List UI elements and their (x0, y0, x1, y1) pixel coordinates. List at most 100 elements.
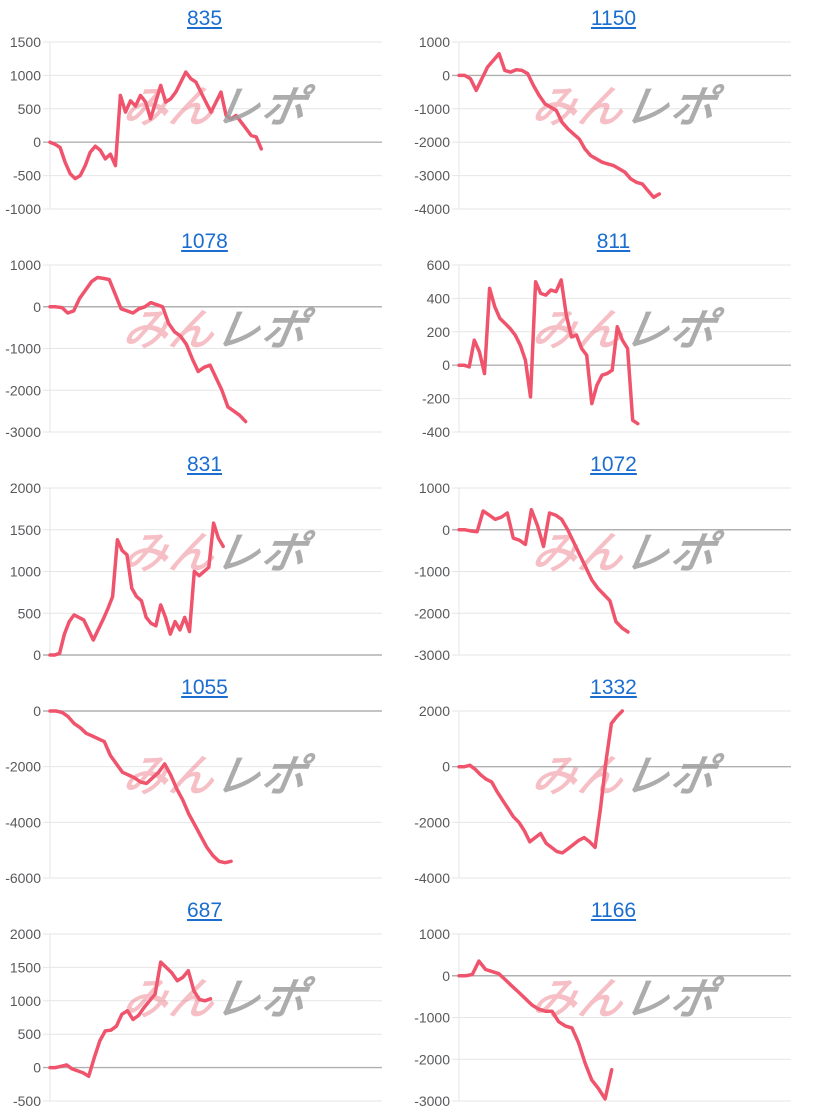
chart-title-row: 1078 (0, 230, 409, 254)
y-axis-label: -2000 (5, 382, 41, 398)
y-axis-label: 500 (18, 605, 42, 621)
chart-cell-1166: 1166 1000 0 -1000 -2000 -3000 みんレポ (409, 892, 818, 1115)
line-chart-svg: 1500 1000 500 0 -500 -1000 (5, 34, 382, 217)
machine-number-link[interactable]: 1166 (590, 899, 637, 922)
line-chart-svg: 600 400 200 0 -200 -400 (422, 257, 791, 440)
y-axis-label: 2000 (10, 480, 41, 496)
y-axis-label: 0 (442, 759, 450, 775)
line-chart-svg: 1000 0 -1000 -2000 -3000 -4000 (414, 34, 791, 217)
y-axis-label: -2000 (414, 1051, 450, 1067)
y-axis-label: 0 (442, 968, 450, 984)
machine-number-link[interactable]: 1055 (181, 676, 228, 699)
y-axis-label: 400 (427, 290, 451, 306)
y-axis-label: 0 (33, 647, 41, 663)
series-line (48, 70, 264, 181)
chart-title-row: 1150 (409, 7, 818, 31)
y-axis-label: -2000 (414, 605, 450, 621)
y-axis-label: 1500 (10, 522, 41, 538)
line-chart-svg: 2000 1500 1000 500 0 (10, 480, 382, 663)
y-axis-label: 1500 (10, 34, 41, 50)
line-chart-svg: 2000 0 -2000 -4000 (414, 703, 791, 886)
y-axis-label: 1000 (10, 993, 41, 1009)
y-axis-label: 0 (442, 357, 450, 373)
y-axis-label: 2000 (419, 703, 450, 719)
machine-number-link[interactable]: 1078 (181, 230, 228, 253)
y-axis-label: -3000 (414, 1093, 450, 1109)
y-axis-label: -3000 (5, 424, 41, 440)
y-axis-label: -2000 (5, 759, 41, 775)
chart-title-row: 1332 (409, 676, 818, 700)
chart-title-row: 1055 (0, 676, 409, 700)
y-axis-label: 1000 (419, 926, 450, 942)
chart-title-row: 811 (409, 230, 818, 254)
line-chart-svg: 1000 0 -1000 -2000 -3000 (414, 926, 791, 1109)
series-line (457, 959, 614, 1101)
chart-cell-687: 687 2000 1500 1000 500 0 -500 みんレポ (0, 892, 409, 1115)
y-axis-label: -4000 (414, 201, 450, 217)
y-axis-label: 1500 (10, 959, 41, 975)
y-axis-label: -1000 (414, 101, 450, 117)
chart-title-row: 687 (0, 899, 409, 923)
y-axis-label: -2000 (414, 814, 450, 830)
y-axis-label: -4000 (414, 870, 450, 886)
series-line (457, 507, 630, 634)
y-axis-label: -3000 (414, 168, 450, 184)
chart-title-row: 1072 (409, 453, 818, 477)
machine-number-link[interactable]: 687 (186, 899, 223, 922)
chart-title-row: 1166 (409, 899, 818, 923)
series-line (457, 709, 625, 855)
y-axis-label: 0 (33, 703, 41, 719)
chart-cell-1072: 1072 1000 0 -1000 -2000 -3000 みんレポ (409, 446, 818, 669)
chart-title-row: 835 (0, 7, 409, 31)
line-chart-svg: 0 -2000 -4000 -6000 (5, 703, 382, 886)
y-axis-label: -2000 (414, 134, 450, 150)
chart-cell-1332: 1332 2000 0 -2000 -4000 みんレポ (409, 669, 818, 892)
chart-cell-831: 831 2000 1500 1000 500 0 みんレポ (0, 446, 409, 669)
y-axis-label: -3000 (414, 647, 450, 663)
chart-cell-811: 811 600 400 200 0 -200 -400 みんレポ (409, 223, 818, 446)
y-axis-label: 1000 (10, 564, 41, 580)
series-line (48, 521, 225, 657)
chart-cell-1055: 1055 0 -2000 -4000 -6000 みんレポ (0, 669, 409, 892)
machine-number-link[interactable]: 835 (186, 7, 223, 30)
y-axis-label: 0 (33, 134, 41, 150)
series-line (48, 960, 213, 1079)
chart-cell-835: 835 1500 1000 500 0 -500 -1000 みんレポ (0, 0, 409, 223)
y-axis-label: 200 (427, 324, 451, 340)
y-axis-label: -500 (13, 168, 41, 184)
y-axis-label: 1000 (10, 257, 41, 273)
y-axis-label: -400 (422, 424, 450, 440)
y-axis-label: 0 (442, 522, 450, 538)
line-chart-svg: 2000 1500 1000 500 0 -500 (10, 926, 382, 1109)
machine-number-link[interactable]: 811 (596, 230, 631, 253)
chart-cell-1150: 1150 1000 0 -1000 -2000 -3000 -4000 みんレポ (409, 0, 818, 223)
y-axis-label: 0 (33, 1060, 41, 1076)
y-axis-label: -4000 (5, 814, 41, 830)
line-chart-svg: 1000 0 -1000 -2000 -3000 (414, 480, 791, 663)
machine-number-link[interactable]: 1332 (590, 676, 637, 699)
machine-number-link[interactable]: 831 (186, 453, 223, 476)
y-axis-label: 1000 (419, 480, 450, 496)
series-line (48, 709, 233, 865)
y-axis-label: 2000 (10, 926, 41, 942)
y-axis-label: -500 (13, 1093, 41, 1109)
series-line (457, 278, 640, 426)
y-axis-label: 600 (427, 257, 451, 273)
y-axis-label: 1000 (10, 67, 41, 83)
machine-number-link[interactable]: 1150 (590, 7, 637, 30)
y-axis-label: -200 (422, 391, 450, 407)
series-line (48, 275, 248, 424)
y-axis-label: -1000 (414, 1010, 450, 1026)
machine-number-link[interactable]: 1072 (590, 453, 637, 476)
y-axis-label: 500 (18, 101, 42, 117)
y-axis-label: 1000 (419, 34, 450, 50)
y-axis-label: 0 (442, 67, 450, 83)
y-axis-label: -1000 (414, 564, 450, 580)
y-axis-label: -6000 (5, 870, 41, 886)
chart-cell-1078: 1078 1000 0 -1000 -2000 -3000 みんレポ (0, 223, 409, 446)
line-chart-svg: 1000 0 -1000 -2000 -3000 (5, 257, 382, 440)
y-axis-label: 0 (33, 299, 41, 315)
series-line (457, 51, 662, 200)
